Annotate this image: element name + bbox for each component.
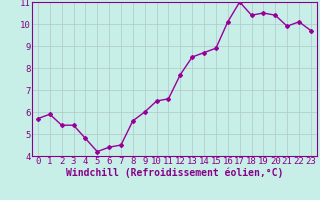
X-axis label: Windchill (Refroidissement éolien,°C): Windchill (Refroidissement éolien,°C) (66, 168, 283, 178)
